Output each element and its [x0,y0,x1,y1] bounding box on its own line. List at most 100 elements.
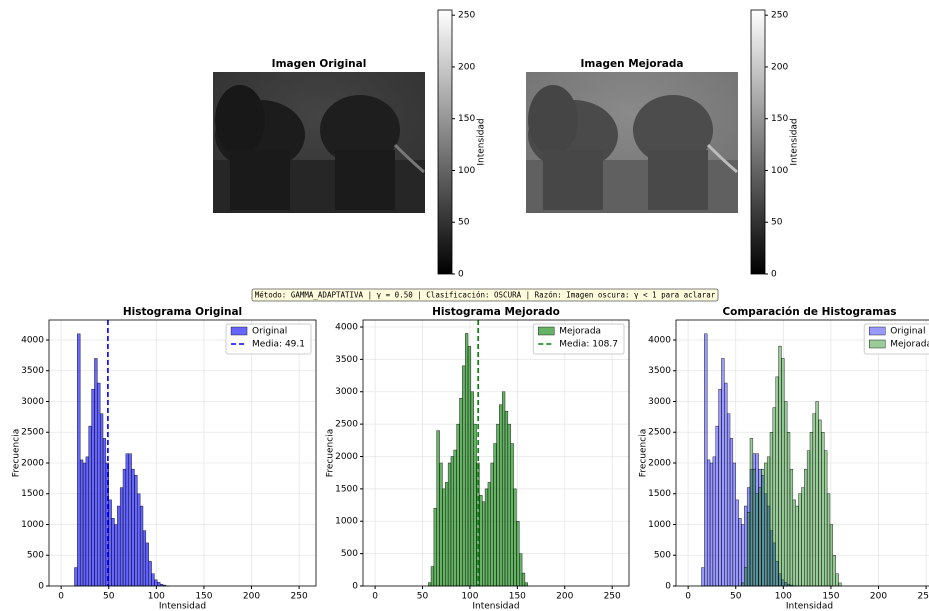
histogram-bar [430,566,435,587]
histogram-bar [755,493,759,587]
histogram-bar [521,572,526,587]
histogram-bar [456,423,460,587]
y-tick-label: 3000 [21,397,44,407]
histogram-bar [490,462,494,587]
y-tick-label: 0 [665,582,671,592]
x-tick-label: 0 [372,592,378,602]
y-tick-label: 1000 [21,520,44,530]
histogram-bar [769,432,774,587]
legend-swatch [869,326,886,336]
image-title: Imagen Mejorada [581,58,684,70]
y-tick-label: 2000 [21,458,44,468]
colorbar-tick-label: 0 [771,270,777,280]
histogram-bar [741,524,745,587]
histogram-bar [801,487,805,587]
x-tick-label: 50 [730,592,742,602]
y-axis-label: Frecuencia [326,429,336,477]
legend-label: Original [252,327,287,337]
colorbar-label: Intensidad [477,118,487,165]
colorbar [437,9,453,275]
axes-frame [48,319,317,587]
colorbar-tick-label: 200 [458,62,475,72]
histogram-bar [721,358,725,587]
histogram-bar [752,468,756,587]
histogram-bar [729,438,734,587]
histogram-bar [804,468,808,587]
annotation: Método: GAMMA_ADAPTATIVA | γ = 0.50 | Cl… [255,291,716,300]
histogram-bar [433,508,437,587]
histogram-bar [108,499,112,587]
histogram-chart: Histograma Mejorado050010001500200025003… [326,306,630,611]
histogram-bar [744,567,748,587]
y-tick-label: 500 [27,551,44,561]
histogram-bar [706,459,711,587]
histogram-bar [99,413,104,587]
histogram-bar [111,518,115,587]
histogram-bar [142,530,147,587]
colorbar-tick-label: 50 [771,218,783,228]
histogram-bar [516,521,520,587]
legend: Original Media: 49.1 [225,323,312,355]
x-tick-label: 250 [604,592,621,602]
histogram-bar [786,432,791,587]
image-original [213,72,425,213]
y-tick-label: 0 [38,582,44,592]
histogram-bar [453,449,457,587]
histogram-bar [131,468,135,587]
histogram-bar [715,425,719,587]
colorbar-tick-label: 100 [458,166,475,176]
y-tick-label: 1000 [648,520,671,530]
histogram-bar [524,582,528,587]
y-tick-label: 3500 [648,366,671,376]
histogram-bar [77,333,81,587]
y-tick-label: 3000 [648,397,671,407]
histogram-bar [125,453,129,587]
histogram-bar [758,487,762,587]
y-tick-label: 2500 [335,420,358,430]
histogram-bar [775,376,779,587]
histogram-bar [94,358,98,587]
x-tick-label: 250 [918,592,929,602]
histogram-bar [510,443,514,587]
histogram-bar [749,438,754,587]
legend-swatch [538,326,555,336]
histogram-bar [439,462,443,587]
x-tick-label: 0 [58,592,64,602]
histogram-bar [157,582,161,587]
histogram-bar [82,462,87,587]
y-tick-label: 0 [352,582,358,592]
x-tick-label: 250 [291,592,308,602]
histogram-bar [97,382,101,587]
colorbar-tick-label: 100 [771,166,788,176]
histogram-bar [427,582,432,587]
y-tick-label: 3500 [21,366,44,376]
colorbar [750,9,766,275]
x-tick-label: 150 [822,592,839,602]
x-tick-label: 0 [685,592,691,602]
histogram-bar [114,524,118,587]
histogram-bar [499,404,503,587]
histogram-bar [148,561,152,587]
histogram-bar [128,453,132,587]
histogram-bar [778,345,782,587]
y-tick-label: 4000 [648,335,671,345]
legend-box [225,323,312,355]
histogram-bar [824,450,828,587]
histogram-bar [504,410,509,587]
histogram-bar [795,505,799,587]
histogram-bar [501,391,506,587]
histogram-bar [464,333,469,587]
y-tick-label: 2000 [648,458,671,468]
histogram-bar [513,488,517,587]
histogram-bar [821,432,825,587]
y-tick-label: 2000 [335,452,358,462]
y-tick-label: 1500 [335,484,358,494]
x-tick-label: 150 [195,592,212,602]
histogram-bar [154,579,158,587]
axes-frame [675,319,929,587]
legend-box [532,323,625,355]
histogram-bar [735,499,739,587]
y-tick-label: 2500 [648,428,671,438]
colorbar-tick-label: 150 [771,114,788,124]
histogram-bar [772,407,776,587]
